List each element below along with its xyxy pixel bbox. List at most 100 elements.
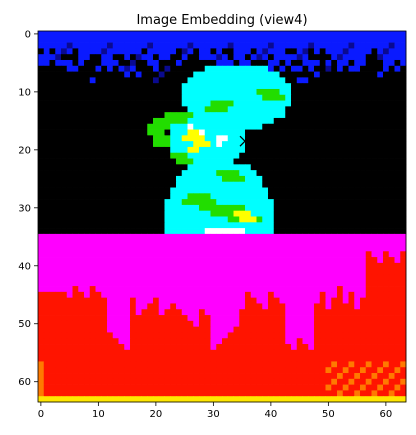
heatmap-cell: [222, 298, 228, 304]
heatmap-cell: [377, 274, 383, 280]
heatmap-cell: [285, 309, 291, 315]
heatmap-cell: [96, 48, 102, 54]
heatmap-cell: [130, 356, 136, 362]
heatmap-cell: [165, 66, 171, 72]
heatmap-cell: [159, 95, 165, 101]
heatmap-cell: [182, 182, 188, 188]
heatmap-cell: [176, 217, 182, 223]
heatmap-cell: [107, 106, 113, 112]
heatmap-cell: [113, 245, 119, 251]
heatmap-cell: [170, 344, 176, 350]
heatmap-cell: [245, 385, 251, 391]
heatmap-cell: [165, 217, 171, 223]
heatmap-cell: [107, 188, 113, 194]
heatmap-cell: [245, 222, 251, 228]
heatmap-cell: [234, 396, 240, 402]
heatmap-cell: [354, 124, 360, 130]
heatmap-cell: [343, 251, 349, 257]
heatmap-cell: [280, 292, 286, 298]
heatmap-cell: [136, 147, 142, 153]
heatmap-cell: [262, 361, 268, 367]
heatmap-cell: [280, 95, 286, 101]
heatmap-cell: [78, 350, 84, 356]
heatmap-cell: [90, 269, 96, 275]
heatmap-cell: [343, 170, 349, 176]
heatmap-cell: [73, 170, 79, 176]
heatmap-cell: [67, 356, 73, 362]
heatmap-cell: [90, 159, 96, 165]
heatmap-cell: [291, 106, 297, 112]
heatmap-cell: [159, 292, 165, 298]
heatmap-cell: [188, 170, 194, 176]
heatmap-cell: [360, 217, 366, 223]
heatmap-cell: [222, 356, 228, 362]
heatmap-cell: [354, 37, 360, 43]
heatmap-cell: [308, 124, 314, 130]
heatmap-cell: [308, 112, 314, 118]
heatmap-cell: [153, 188, 159, 194]
heatmap-cell: [176, 159, 182, 165]
heatmap-cell: [216, 193, 222, 199]
heatmap-cell: [360, 263, 366, 269]
heatmap-cell: [337, 280, 343, 286]
heatmap-cell: [331, 396, 337, 402]
heatmap-cell: [280, 135, 286, 141]
heatmap-cell: [274, 118, 280, 124]
heatmap-cell: [228, 298, 234, 304]
heatmap-cell: [182, 153, 188, 159]
heatmap-cell: [251, 379, 257, 385]
heatmap-cell: [268, 344, 274, 350]
heatmap-cell: [245, 205, 251, 211]
heatmap-cell: [159, 361, 165, 367]
heatmap-cell: [136, 112, 142, 118]
heatmap-cell: [285, 130, 291, 136]
heatmap-cell: [55, 274, 61, 280]
heatmap-cell: [119, 245, 125, 251]
heatmap-cell: [107, 222, 113, 228]
heatmap-cell: [234, 356, 240, 362]
heatmap-cell: [205, 257, 211, 263]
heatmap-cell: [395, 153, 401, 159]
heatmap-cell: [182, 54, 188, 60]
heatmap-cell: [297, 48, 303, 54]
heatmap-cell: [61, 124, 67, 130]
heatmap-cell: [147, 309, 153, 315]
heatmap-cell: [153, 286, 159, 292]
heatmap-cell: [211, 344, 217, 350]
heatmap-cell: [308, 193, 314, 199]
heatmap-cell: [349, 135, 355, 141]
heatmap-cell: [165, 205, 171, 211]
heatmap-cell: [176, 193, 182, 199]
heatmap-cell: [349, 263, 355, 269]
heatmap-cell: [101, 361, 107, 367]
heatmap-cell: [216, 280, 222, 286]
heatmap-cell: [308, 257, 314, 263]
heatmap-cell: [239, 321, 245, 327]
heatmap-cell: [205, 130, 211, 136]
heatmap-cell: [268, 72, 274, 78]
heatmap-cell: [239, 350, 245, 356]
heatmap-cell: [153, 385, 159, 391]
heatmap-cell: [274, 66, 280, 72]
heatmap-cell: [101, 257, 107, 263]
heatmap-cell: [303, 344, 309, 350]
heatmap-cell: [360, 274, 366, 280]
heatmap-cell: [349, 298, 355, 304]
heatmap-cell: [268, 37, 274, 43]
heatmap-cell: [360, 286, 366, 292]
heatmap-cell: [176, 240, 182, 246]
heatmap-cell: [211, 182, 217, 188]
heatmap-cell: [377, 292, 383, 298]
heatmap-cell: [251, 54, 257, 60]
heatmap-cell: [228, 43, 234, 49]
heatmap-cell: [170, 385, 176, 391]
heatmap-cell: [55, 356, 61, 362]
heatmap-cell: [337, 188, 343, 194]
heatmap-cell: [199, 193, 205, 199]
heatmap-cell: [320, 251, 326, 257]
heatmap-cell: [372, 274, 378, 280]
heatmap-cell: [205, 385, 211, 391]
heatmap-cell: [389, 60, 395, 66]
heatmap-cell: [113, 332, 119, 338]
heatmap-cell: [326, 228, 332, 234]
